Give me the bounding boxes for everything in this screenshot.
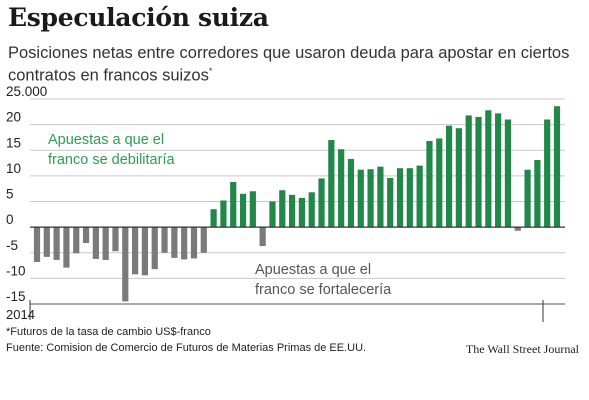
x-axis	[29, 226, 565, 322]
annotation-positive-line-2: franco se debilitaría	[48, 152, 175, 168]
bar	[387, 177, 394, 228]
publisher-credit: The Wall Street Journal	[465, 342, 579, 356]
bar	[73, 227, 80, 254]
y-tick-label: 5	[6, 187, 14, 202]
bar	[33, 227, 41, 262]
bar	[455, 128, 462, 228]
bar	[82, 227, 90, 244]
annotation-negative-line-1: Apuestas a que el	[255, 262, 371, 278]
bar	[132, 227, 139, 275]
bar	[92, 227, 99, 259]
y-tick-label: -5	[6, 238, 18, 253]
y-tick-label: 15	[6, 135, 21, 150]
bar	[43, 227, 50, 257]
bar	[318, 178, 325, 228]
bar	[288, 194, 296, 228]
bar	[141, 227, 149, 276]
bar	[63, 227, 70, 268]
bar	[210, 209, 217, 228]
bar	[338, 149, 345, 228]
y-tick-label: 20	[6, 110, 21, 125]
bar	[308, 192, 315, 228]
y-tick-label: 10	[6, 161, 21, 176]
bar	[465, 115, 472, 228]
bar	[347, 158, 355, 228]
bar	[426, 141, 433, 228]
bar	[534, 159, 541, 228]
bar	[279, 190, 286, 228]
bar	[445, 125, 453, 228]
bar	[239, 193, 247, 228]
bar	[200, 227, 207, 253]
chart-subtitle: Posiciones netas entre corredores que us…	[8, 44, 583, 85]
annotation-positive-line-1: Apuestas a que el	[48, 132, 164, 148]
bar	[396, 168, 404, 228]
bars	[33, 106, 561, 302]
y-tick-label: 0	[6, 212, 14, 227]
bar	[171, 227, 178, 258]
chart-title: Especulación suiza	[8, 3, 269, 32]
bar	[102, 227, 109, 260]
bar	[220, 200, 227, 228]
bar	[190, 227, 198, 259]
bar	[544, 119, 551, 228]
y-tick-label: -15	[6, 289, 26, 304]
bar	[436, 138, 443, 228]
bar	[475, 116, 482, 228]
bar	[298, 197, 306, 228]
bar	[367, 169, 374, 228]
bar	[259, 227, 266, 247]
bar	[230, 182, 237, 228]
subtitle-text: Posiciones netas entre corredores que us…	[8, 44, 570, 85]
bar	[161, 227, 168, 253]
annotation-negative-line-2: franco se fortalecería	[255, 282, 392, 298]
bar	[377, 166, 384, 228]
y-tick-label: -10	[6, 263, 26, 278]
bar	[122, 227, 129, 302]
bar	[249, 191, 256, 228]
bar	[524, 169, 531, 228]
source-note: Fuente: Comision de Comercio de Futuros …	[6, 342, 367, 354]
bar	[406, 168, 413, 228]
bar	[181, 227, 188, 260]
bar	[504, 119, 512, 228]
bar	[514, 227, 521, 231]
bar	[357, 169, 364, 228]
bar	[112, 227, 119, 252]
bar	[151, 227, 158, 270]
bar	[53, 227, 60, 260]
subtitle-footnote-mark: *	[208, 66, 213, 76]
x-tick-label-2014: 2014	[6, 307, 35, 322]
bar	[328, 140, 335, 228]
footnote: *Futuros de la tasa de cambio US$-franco	[6, 326, 211, 338]
bar	[485, 110, 492, 228]
bar	[495, 113, 502, 228]
y-axis-ticks: 25.000 20 15 10 5 0 -5 -10 -15	[6, 84, 47, 304]
bar	[269, 201, 276, 228]
y-tick-label: 25.000	[6, 84, 47, 99]
bar	[553, 106, 561, 228]
bar	[416, 165, 423, 228]
